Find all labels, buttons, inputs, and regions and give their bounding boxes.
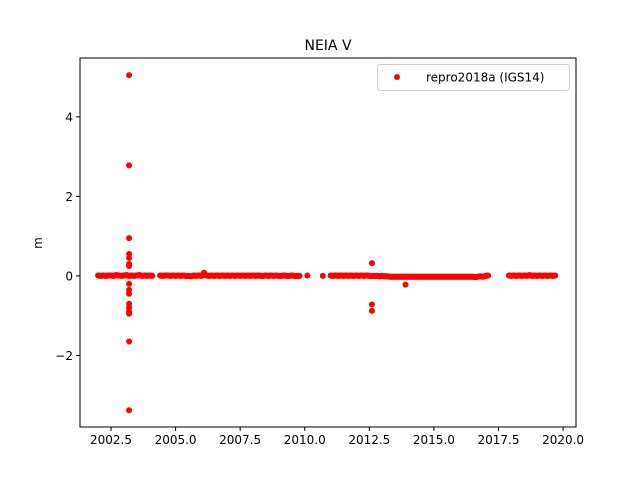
data-point	[201, 269, 207, 276]
data-point	[126, 338, 133, 345]
y-tick-label: 4	[65, 110, 73, 124]
y-tick-label: 2	[65, 190, 73, 204]
legend: repro2018a (IGS14)	[377, 64, 570, 91]
data-point	[552, 272, 559, 279]
data-point	[402, 281, 409, 288]
x-tick-label: 2005.0	[155, 433, 197, 447]
legend-box	[377, 64, 570, 91]
data-point	[126, 407, 133, 414]
data-point	[126, 280, 133, 287]
data-point	[126, 262, 133, 269]
legend-marker	[394, 74, 400, 80]
x-tick-label: 2002.5	[90, 433, 132, 447]
x-tick-label: 2007.5	[219, 433, 261, 447]
data-point	[319, 272, 326, 279]
data-point	[126, 290, 133, 297]
data-point	[126, 310, 133, 317]
data-point	[368, 260, 375, 267]
data-point	[296, 272, 303, 279]
axis-ticks: 2002.5 2005.0 2007.5 2010.0 2012.5 2015.0 2017…	[55, 110, 584, 447]
y-tick-label: 0	[65, 269, 73, 283]
x-tick-label: 2010.0	[284, 433, 326, 447]
x-tick-label: 2015.0	[413, 433, 455, 447]
x-tick-label: 2012.5	[348, 433, 390, 447]
data-point	[126, 162, 133, 169]
data-points	[95, 72, 559, 414]
data-point	[368, 301, 375, 308]
x-tick-label: 2020.0	[542, 433, 584, 447]
data-point	[126, 235, 133, 242]
data-point	[368, 307, 375, 314]
y-tick-label: −2	[55, 349, 73, 363]
x-tick-label: 2017.5	[478, 433, 520, 447]
chart-title: NEIA V	[304, 38, 351, 54]
data-point	[485, 272, 492, 279]
data-point	[304, 272, 311, 279]
legend-label: repro2018a (IGS14)	[426, 71, 544, 85]
data-point	[126, 72, 133, 79]
data-point	[126, 255, 133, 262]
plot-frame	[79, 57, 577, 428]
y-axis-label: m	[31, 237, 45, 249]
data-point	[149, 272, 156, 279]
